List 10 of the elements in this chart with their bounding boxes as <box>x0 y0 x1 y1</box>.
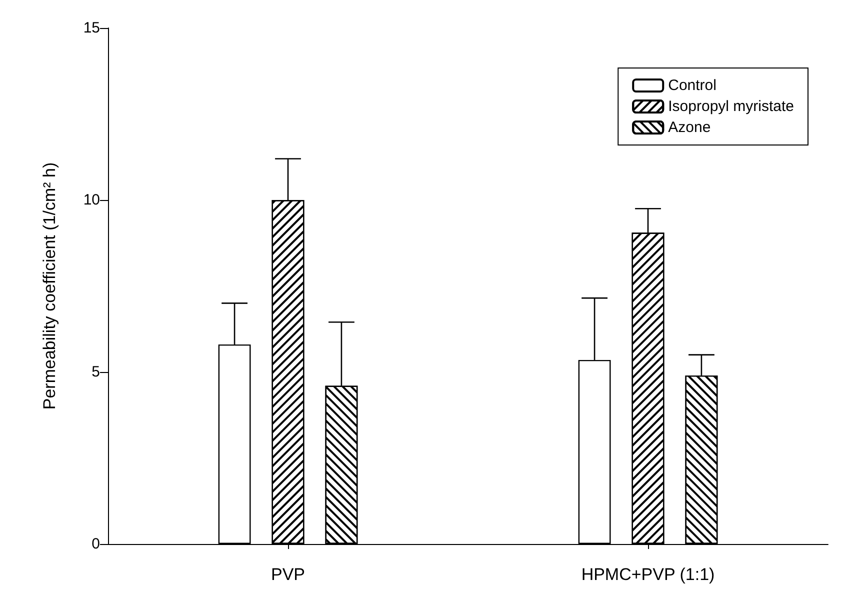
y-tick-label: 15 <box>83 20 100 36</box>
y-tick-label: 10 <box>83 192 100 208</box>
x-tick-label: HPMC+PVP (1:1) <box>581 565 715 584</box>
legend-label: Control <box>668 77 716 94</box>
y-tick-label: 5 <box>92 364 100 380</box>
y-tick-label: 0 <box>92 536 100 552</box>
y-axis-title: Permeability coefficient (1/cm² h) <box>40 162 59 410</box>
legend-label: Azone <box>668 119 711 136</box>
legend-label: Isopropyl myristate <box>668 98 794 115</box>
x-tick-label: PVP <box>270 565 306 584</box>
